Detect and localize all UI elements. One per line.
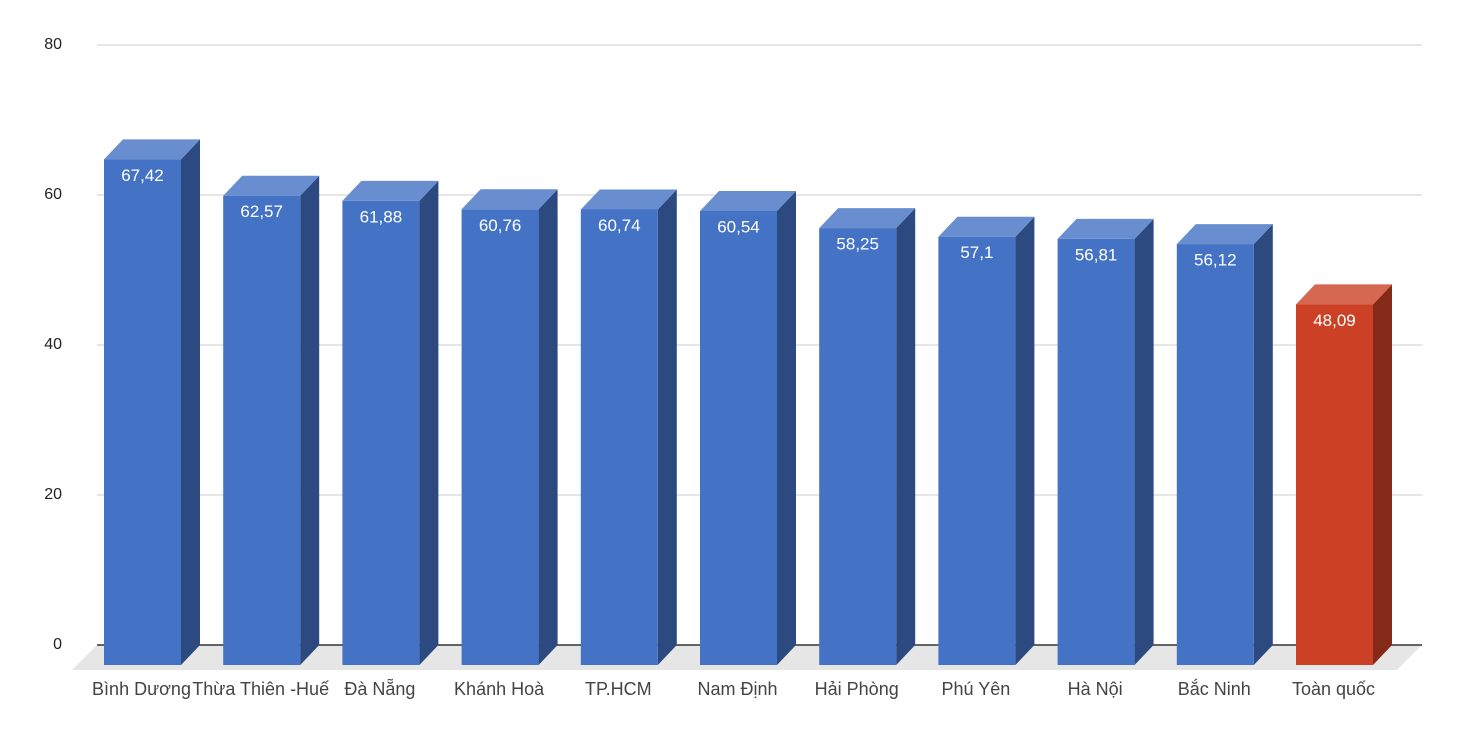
value-label: 62,57 xyxy=(240,202,283,221)
x-tick-label: Hải Phòng xyxy=(815,679,899,699)
bar-top xyxy=(461,189,558,210)
bar-side xyxy=(538,189,558,666)
value-label: 60,76 xyxy=(479,216,522,235)
y-tick-label: 60 xyxy=(44,186,62,203)
bar-side xyxy=(1373,284,1392,665)
value-label: 56,81 xyxy=(1075,245,1118,264)
x-tick-label: Khánh Hoà xyxy=(454,679,545,699)
x-tick-label: Toàn quốc xyxy=(1292,679,1375,699)
value-label: 61,88 xyxy=(360,207,403,226)
bar xyxy=(223,195,301,665)
bar-top xyxy=(104,139,200,160)
x-tick-label: TP.HCM xyxy=(585,679,652,699)
x-tick-label: Hà Nội xyxy=(1068,679,1123,699)
bar-side xyxy=(777,190,796,665)
bar-top xyxy=(580,189,677,210)
value-label: 56,12 xyxy=(1194,251,1237,270)
bar-top xyxy=(342,180,439,201)
bar-top xyxy=(1057,218,1154,239)
value-label: 58,25 xyxy=(836,235,879,254)
bar xyxy=(342,200,420,665)
bar xyxy=(938,236,1016,665)
bar-side xyxy=(1134,218,1154,666)
bar xyxy=(580,209,658,665)
bar-top xyxy=(700,190,796,211)
bar-side xyxy=(181,139,200,666)
bar-top xyxy=(819,208,916,229)
value-label: 57,1 xyxy=(960,243,993,262)
x-tick-label: Phú Yên xyxy=(942,679,1011,699)
bar-top xyxy=(938,216,1035,237)
bar-side xyxy=(657,189,677,665)
bar xyxy=(1176,244,1254,665)
bar-side xyxy=(1015,216,1035,665)
bar xyxy=(1057,238,1135,666)
bar xyxy=(461,209,539,666)
x-tick-label: Thừa Thiên -Huế xyxy=(192,679,329,699)
y-tick-label: 0 xyxy=(53,636,62,653)
y-tick-label: 80 xyxy=(44,36,62,53)
value-label: 60,74 xyxy=(598,216,641,235)
bar-top xyxy=(223,175,320,196)
bar xyxy=(1296,304,1373,665)
bar xyxy=(819,228,897,665)
x-tick-label: Bắc Ninh xyxy=(1178,678,1251,699)
x-tick-label: Đà Nẵng xyxy=(344,679,415,699)
value-label: 48,09 xyxy=(1313,311,1356,330)
bar-side xyxy=(896,208,916,665)
bar-top xyxy=(1296,284,1392,305)
bar xyxy=(700,210,777,665)
x-tick-label: Nam Định xyxy=(697,679,777,699)
x-tick-label: Bình Dương xyxy=(92,679,191,699)
y-tick-label: 20 xyxy=(44,486,62,503)
bar-side xyxy=(1253,224,1273,665)
value-label: 67,42 xyxy=(121,166,164,185)
bar-side xyxy=(300,175,320,665)
bar-side xyxy=(419,180,439,665)
value-label: 60,54 xyxy=(717,217,760,236)
y-tick-label: 40 xyxy=(44,336,62,353)
bar-top xyxy=(1176,224,1273,245)
bar xyxy=(104,159,181,665)
